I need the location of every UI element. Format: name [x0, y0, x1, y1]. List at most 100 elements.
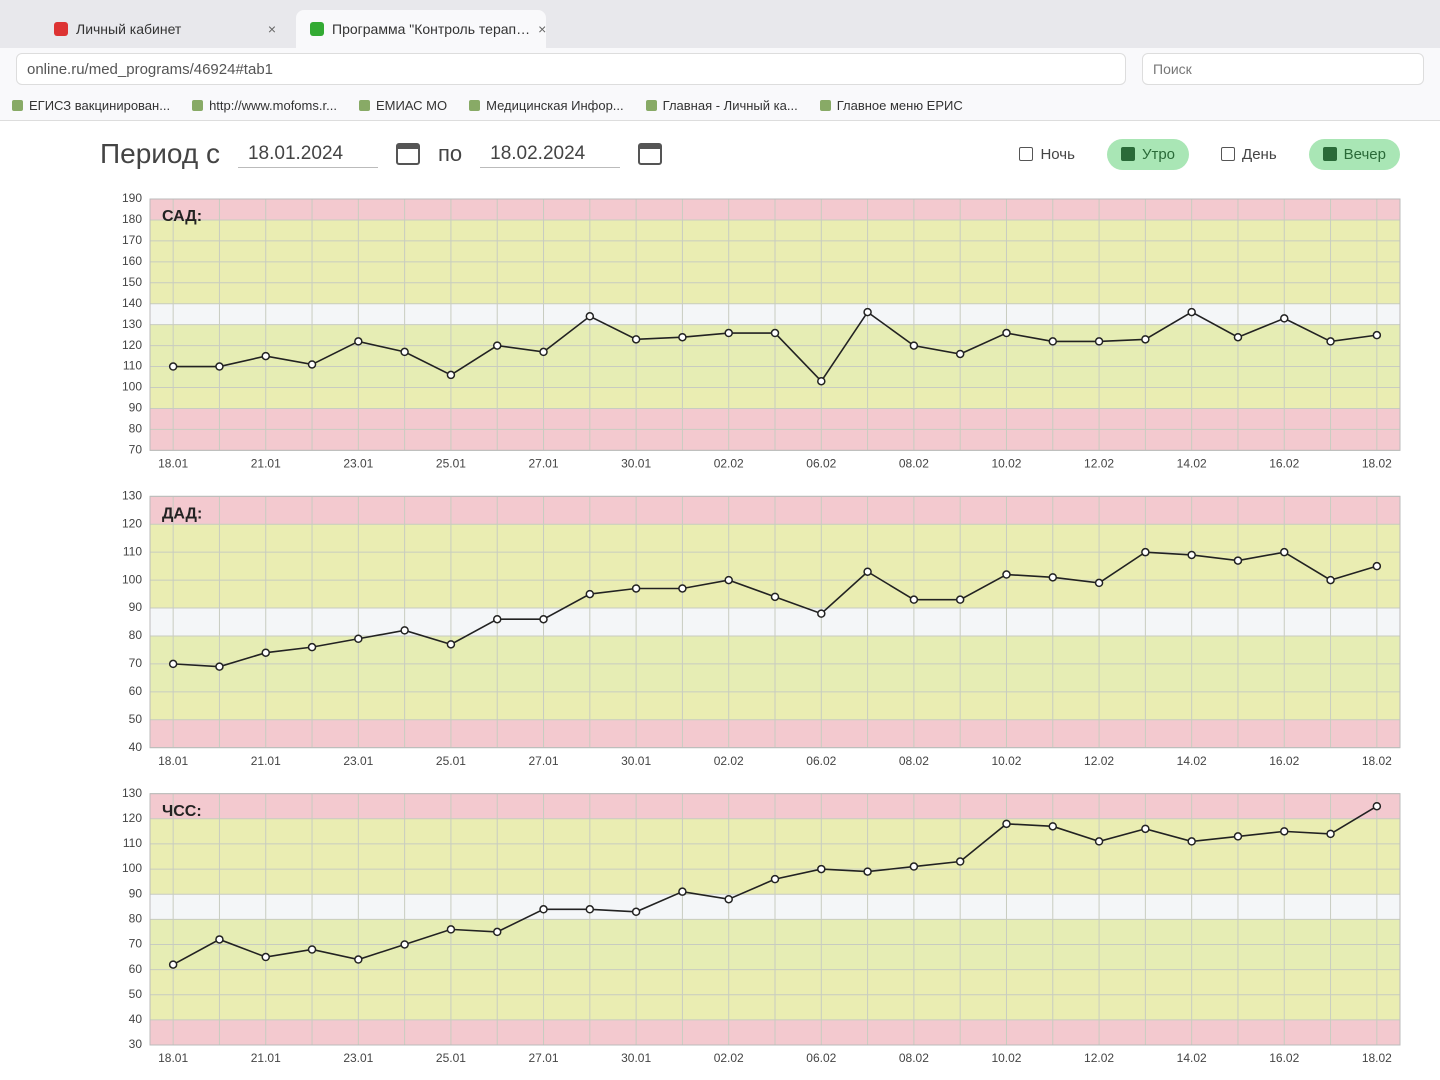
y-tick-label: 120: [122, 516, 142, 530]
data-point: [261, 648, 270, 657]
y-tick-label: 60: [129, 684, 143, 698]
checkbox[interactable]: [1221, 147, 1236, 161]
calendar-icon[interactable]: [638, 143, 663, 165]
data-point: [955, 857, 965, 866]
data-point: [1280, 314, 1289, 323]
data-point: [631, 907, 641, 917]
x-tick-label: 18.01: [158, 457, 188, 471]
x-tick-label: 21.01: [251, 457, 281, 471]
data-point: [168, 960, 178, 969]
y-tick-label: 80: [129, 912, 143, 926]
x-tick-label: 25.01: [436, 1051, 466, 1065]
x-tick-label: 27.01: [529, 754, 559, 768]
data-point: [307, 360, 317, 369]
data-point: [1002, 328, 1011, 338]
checkbox[interactable]: [1019, 147, 1034, 161]
data-point: [1326, 337, 1335, 346]
filter-bar: Период с 18.01.2024 по 18.02.2024 Ночь Ут…: [0, 121, 1440, 187]
data-point: [446, 370, 456, 380]
toggle[interactable]: Вечер: [1308, 138, 1400, 170]
x-tick-label: 10.02: [991, 457, 1021, 471]
x-tick-label: 16.02: [1269, 457, 1299, 471]
y-tick-label: 40: [129, 740, 143, 754]
data-point: [1048, 573, 1058, 582]
toggle-label: Вечер: [1343, 145, 1386, 163]
toggle[interactable]: Утро: [1106, 138, 1190, 170]
toggle-label: День: [1242, 145, 1277, 163]
y-tick-label: 60: [129, 962, 143, 976]
search-field[interactable]: Поиск: [1142, 53, 1424, 85]
x-tick-label: 12.02: [1084, 1051, 1114, 1065]
bookmark[interactable]: Главное меню ЕРИС: [820, 98, 963, 113]
data-point: [492, 927, 502, 937]
charts: 70 80 90 100 110 120 130 140 150 160 170 180 190 18.0…: [122, 191, 1401, 1065]
url-field[interactable]: online.ru/med_programs/46924#tab1: [16, 53, 1126, 85]
y-tick-label: 130: [122, 489, 142, 503]
url-bar: online.ru/med_programs/46924#tab1 Поиск: [0, 48, 1440, 90]
data-point: [909, 862, 919, 871]
tab-close[interactable]: ×: [267, 21, 276, 37]
period-to-label: по: [437, 141, 463, 166]
data-point: [539, 614, 548, 624]
data-point: [631, 584, 641, 593]
bookmark[interactable]: Медицинская Инфор...: [469, 98, 624, 113]
data-point: [446, 640, 456, 649]
bookmark[interactable]: Главная - Личный ка...: [646, 98, 798, 113]
x-tick-label: 25.01: [436, 457, 466, 471]
x-tick-label: 12.02: [1084, 457, 1114, 471]
y-tick-label: 110: [123, 544, 142, 558]
data-point: [446, 925, 456, 934]
y-tick-label: 150: [122, 275, 142, 289]
tab-icon: [54, 22, 68, 36]
data-point: [1048, 822, 1058, 831]
y-tick-label: 50: [129, 987, 143, 1001]
data-point: [585, 589, 595, 599]
data-point: [539, 347, 548, 357]
data-point: [585, 312, 595, 321]
x-tick-label: 02.02: [714, 1051, 744, 1065]
y-tick-label: 70: [129, 937, 143, 951]
tab[interactable]: Программа "Контроль терап… ×: [296, 10, 546, 48]
data-point: [817, 376, 826, 386]
date-to[interactable]: 18.02.2024: [480, 141, 621, 168]
data-point: [909, 341, 919, 350]
checkbox[interactable]: [1120, 147, 1135, 161]
toggle[interactable]: Ночь: [1005, 139, 1088, 170]
y-tick-label: 180: [122, 212, 142, 226]
bookmark[interactable]: http://www.mofoms.r...: [192, 98, 337, 113]
date-from[interactable]: 18.01.2024: [237, 141, 378, 168]
data-point: [1094, 337, 1104, 346]
bookmark[interactable]: ЕГИСЗ вакцинирован...: [12, 98, 170, 113]
checkbox[interactable]: [1322, 147, 1337, 161]
x-tick-label: 16.02: [1269, 1051, 1299, 1065]
y-tick-label: 80: [129, 628, 143, 642]
bookmark[interactable]: ЕМИАС МО: [359, 98, 447, 113]
data-point: [724, 894, 733, 904]
data-point: [354, 337, 363, 346]
calendar-icon[interactable]: [395, 143, 420, 165]
data-point: [1002, 570, 1011, 579]
data-point: [1187, 307, 1196, 317]
x-tick-label: 14.02: [1177, 754, 1207, 768]
data-point: [955, 595, 965, 604]
data-point: [1326, 829, 1335, 839]
x-tick-label: 10.02: [991, 1051, 1021, 1065]
data-point: [400, 626, 409, 635]
data-point: [1233, 556, 1243, 565]
chart-title: САД:: [162, 208, 202, 225]
toggle-group: Ночь Утро День Вечер: [1005, 138, 1400, 170]
data-point: [1372, 561, 1382, 571]
tab[interactable]: Личный кабинет ×: [40, 10, 290, 48]
data-point: [1094, 837, 1104, 846]
data-point: [724, 328, 733, 338]
tab-close[interactable]: ×: [538, 21, 546, 37]
y-tick-label: 50: [129, 712, 143, 726]
data-point: [1326, 575, 1335, 585]
x-tick-label: 21.01: [251, 1051, 281, 1065]
x-tick-label: 14.02: [1177, 1051, 1207, 1065]
tab-icon: [310, 22, 324, 36]
toggle[interactable]: День: [1207, 139, 1291, 170]
y-tick-label: 110: [123, 836, 142, 850]
x-tick-label: 23.01: [343, 457, 373, 471]
toggle-label: Ночь: [1040, 145, 1075, 163]
